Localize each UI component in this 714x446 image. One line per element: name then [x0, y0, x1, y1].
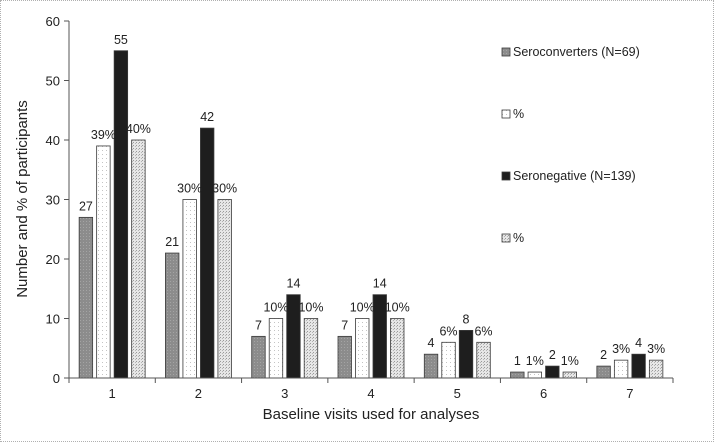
y-tick-label: 0	[53, 371, 60, 386]
bar	[527, 371, 542, 379]
y-tick-label: 50	[46, 74, 60, 89]
bar-data-label: 14	[287, 277, 301, 291]
legend-label: Seroconverters (N=69)	[513, 45, 640, 59]
bar	[631, 353, 646, 379]
x-tick-label: 7	[626, 386, 633, 401]
y-tick-label: 30	[46, 193, 60, 208]
bar	[182, 199, 197, 379]
bar-data-label: 55	[114, 33, 128, 47]
bar	[268, 318, 284, 379]
bar-data-label: 8	[463, 312, 470, 326]
x-tick-label: 6	[540, 386, 547, 401]
x-axis-title: Baseline visits used for analyses	[263, 406, 480, 423]
bar-data-label: 30%	[212, 182, 237, 196]
bar	[596, 365, 611, 379]
bar-data-label: 7	[255, 318, 262, 332]
bar-data-label: 2	[549, 348, 556, 362]
bar-data-label: 21	[165, 235, 179, 249]
bar-labels: 2739%5540%2130%4230%710%1410%710%1410%46…	[79, 33, 665, 368]
y-axis-title: Number and % of participants	[14, 100, 31, 298]
bar-data-label: 14	[373, 277, 387, 291]
bar	[78, 216, 94, 379]
legend-label: Seronegative (N=139)	[513, 169, 636, 183]
bars	[78, 50, 664, 379]
bar	[545, 365, 560, 379]
bar	[562, 371, 577, 379]
bar	[303, 318, 319, 379]
bar-data-label: 27	[79, 199, 93, 213]
bar	[113, 50, 129, 379]
bar-data-label: 1	[514, 354, 521, 368]
bar	[355, 318, 370, 379]
bar-data-label: 10%	[385, 301, 410, 315]
legend-swatch	[501, 233, 511, 243]
x-tick-label: 4	[367, 386, 374, 401]
legend-label: %	[513, 107, 524, 121]
bar	[476, 341, 491, 379]
y-axis-ticks: 0 10 20 30 40 50 60	[46, 14, 69, 386]
bar-data-label: 3%	[647, 342, 665, 356]
axes	[68, 21, 673, 379]
bar	[165, 252, 180, 379]
bar	[423, 353, 439, 379]
bar-data-label: 3%	[612, 342, 630, 356]
bar-data-label: 10%	[350, 301, 375, 315]
legend-swatch	[501, 47, 511, 57]
bar	[613, 359, 629, 379]
bar	[251, 335, 266, 379]
bar-data-label: 4	[428, 336, 435, 350]
bar	[217, 199, 232, 379]
bar-data-label: 42	[200, 110, 214, 124]
bar	[510, 371, 525, 379]
x-axis-ticks: 1 2 3 4 5 6 7	[68, 378, 674, 401]
x-tick-label: 5	[454, 386, 461, 401]
x-tick-label: 2	[195, 386, 202, 401]
bar-data-label: 40%	[126, 122, 151, 136]
bar	[458, 329, 474, 379]
bar	[200, 127, 215, 379]
bar-data-label: 10%	[298, 301, 323, 315]
bar-data-label: 10%	[263, 301, 288, 315]
bar-data-label: 6%	[474, 324, 492, 338]
bar	[337, 335, 352, 379]
bar	[648, 359, 664, 379]
y-tick-label: 60	[46, 14, 60, 29]
bar-data-label: 4	[635, 336, 642, 350]
bar-data-label: 2	[600, 348, 607, 362]
legend-label: %	[513, 231, 524, 245]
y-tick-label: 40	[46, 133, 60, 148]
bar	[131, 139, 146, 379]
legend-swatch	[501, 109, 511, 119]
legend: Seroconverters (N=69)% Seronegative (N=13…	[501, 45, 640, 245]
bar-data-label: 30%	[177, 182, 202, 196]
y-tick-label: 10	[46, 312, 60, 327]
bar-data-label: 39%	[91, 128, 116, 142]
bar-data-label: 7	[341, 318, 348, 332]
bar-data-label: 1%	[526, 354, 544, 368]
y-tick-label: 20	[46, 252, 60, 267]
bar-data-label: 6%	[439, 324, 457, 338]
legend-swatch	[501, 171, 511, 181]
bar	[441, 341, 456, 379]
bar	[390, 318, 405, 379]
bar-data-label: 1%	[561, 354, 579, 368]
bar	[96, 145, 111, 379]
x-tick-label: 3	[281, 386, 288, 401]
x-tick-label: 1	[109, 386, 116, 401]
